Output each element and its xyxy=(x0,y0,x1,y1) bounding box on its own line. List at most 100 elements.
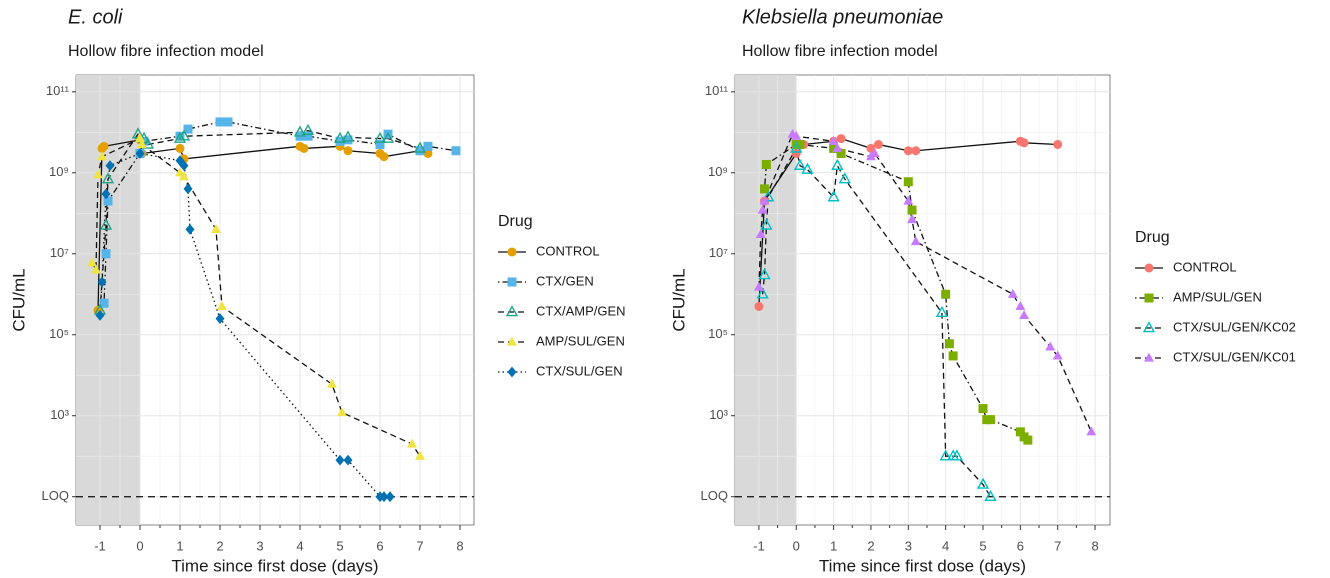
x-tick-label: 0 xyxy=(793,538,800,553)
y-tick-label: 10⁵ xyxy=(49,326,69,341)
marker xyxy=(97,276,107,288)
marker xyxy=(910,236,921,246)
x-tick-label: 7 xyxy=(416,538,423,553)
marker xyxy=(385,491,395,503)
marker xyxy=(759,195,770,205)
x-axis-title: Time since first dose (days) xyxy=(819,556,1026,575)
marker xyxy=(1019,138,1029,148)
marker xyxy=(407,438,417,448)
marker xyxy=(507,366,517,378)
marker xyxy=(103,196,113,206)
marker xyxy=(939,449,952,461)
marker xyxy=(141,137,155,149)
y-tick-label: 10⁹ xyxy=(49,164,69,179)
y-tick-label: LOQ xyxy=(42,488,69,503)
x-tick-label: 2 xyxy=(216,538,223,553)
legend-label: CTX/SUL/GEN/KC02 xyxy=(1173,319,1296,334)
x-tick-label: 6 xyxy=(1017,538,1024,553)
legend-label: AMP/SUL/GEN xyxy=(1173,289,1262,304)
marker xyxy=(911,146,921,156)
marker xyxy=(801,162,814,174)
marker xyxy=(101,188,111,200)
marker xyxy=(836,148,846,158)
marker xyxy=(87,257,97,267)
legend-label: AMP/SUL/GEN xyxy=(536,333,625,348)
marker xyxy=(507,247,517,257)
marker xyxy=(217,301,227,311)
marker xyxy=(760,184,770,194)
x-tick-label: 8 xyxy=(456,538,463,553)
marker xyxy=(135,148,145,159)
x-tick-label: 1 xyxy=(176,538,183,553)
marker xyxy=(137,139,147,149)
marker xyxy=(907,214,917,224)
y-tick-label: LOQ xyxy=(701,488,728,503)
marker xyxy=(903,146,913,156)
x-tick-label: 4 xyxy=(296,538,303,553)
marker xyxy=(99,218,113,230)
marker xyxy=(1007,288,1018,298)
legend-label: CTX/GEN xyxy=(536,273,594,288)
marker xyxy=(791,148,801,158)
marker xyxy=(335,136,345,146)
marker xyxy=(791,130,802,140)
marker xyxy=(341,130,355,142)
marker xyxy=(1144,352,1154,362)
marker xyxy=(175,131,185,141)
panel: Klebsiella pneumoniae Hollow fibre infect… xyxy=(669,6,1295,575)
marker xyxy=(935,305,949,318)
marker xyxy=(827,190,840,202)
legend-label: CTX/SUL/GEN/KC01 xyxy=(1173,349,1296,364)
y-tick-label: 10⁷ xyxy=(709,245,728,260)
legend-label: CONTROL xyxy=(1173,259,1237,274)
marker xyxy=(903,177,913,187)
marker xyxy=(1015,427,1025,437)
marker xyxy=(375,139,385,149)
legend-title: Drug xyxy=(1135,229,1170,246)
chart-title: E. coli xyxy=(68,6,123,28)
marker xyxy=(175,143,185,153)
x-tick-label: 2 xyxy=(867,538,874,553)
marker xyxy=(760,218,773,230)
marker xyxy=(1045,341,1056,351)
legend-label: CONTROL xyxy=(536,243,600,258)
marker xyxy=(293,125,307,137)
marker xyxy=(215,117,225,127)
marker xyxy=(978,404,988,414)
marker xyxy=(337,407,347,417)
marker xyxy=(507,277,517,287)
y-tick-label: 10³ xyxy=(50,407,69,422)
x-tick-label: 1 xyxy=(830,538,837,553)
marker xyxy=(413,141,427,153)
marker xyxy=(828,135,839,145)
marker xyxy=(423,148,433,158)
marker xyxy=(790,141,803,153)
marker xyxy=(829,143,839,153)
marker xyxy=(1023,435,1033,445)
y-tick-label: 10¹¹ xyxy=(46,83,70,98)
x-tick-label: -1 xyxy=(94,538,106,553)
marker xyxy=(423,141,433,151)
marker xyxy=(758,268,771,280)
chart-subtitle: Hollow fibre infection model xyxy=(68,43,264,60)
marker xyxy=(793,158,807,170)
x-tick-label: 4 xyxy=(942,538,949,553)
marker xyxy=(903,195,914,205)
panel: E. coli Hollow fibre infection model -1 0 1 2… xyxy=(9,6,625,575)
marker xyxy=(373,131,387,143)
legend-title: Drug xyxy=(498,213,533,230)
marker xyxy=(215,313,225,325)
y-tick-label: 10⁷ xyxy=(50,245,69,260)
marker xyxy=(762,190,775,202)
marker xyxy=(941,289,951,299)
marker xyxy=(105,160,115,172)
marker xyxy=(907,205,917,215)
marker xyxy=(836,134,846,144)
y-axis-title: CFU/mL xyxy=(9,268,28,331)
x-tick-label: 5 xyxy=(336,538,343,553)
marker xyxy=(976,477,990,489)
marker xyxy=(1144,293,1154,303)
marker xyxy=(99,298,109,308)
series-line xyxy=(761,146,992,498)
